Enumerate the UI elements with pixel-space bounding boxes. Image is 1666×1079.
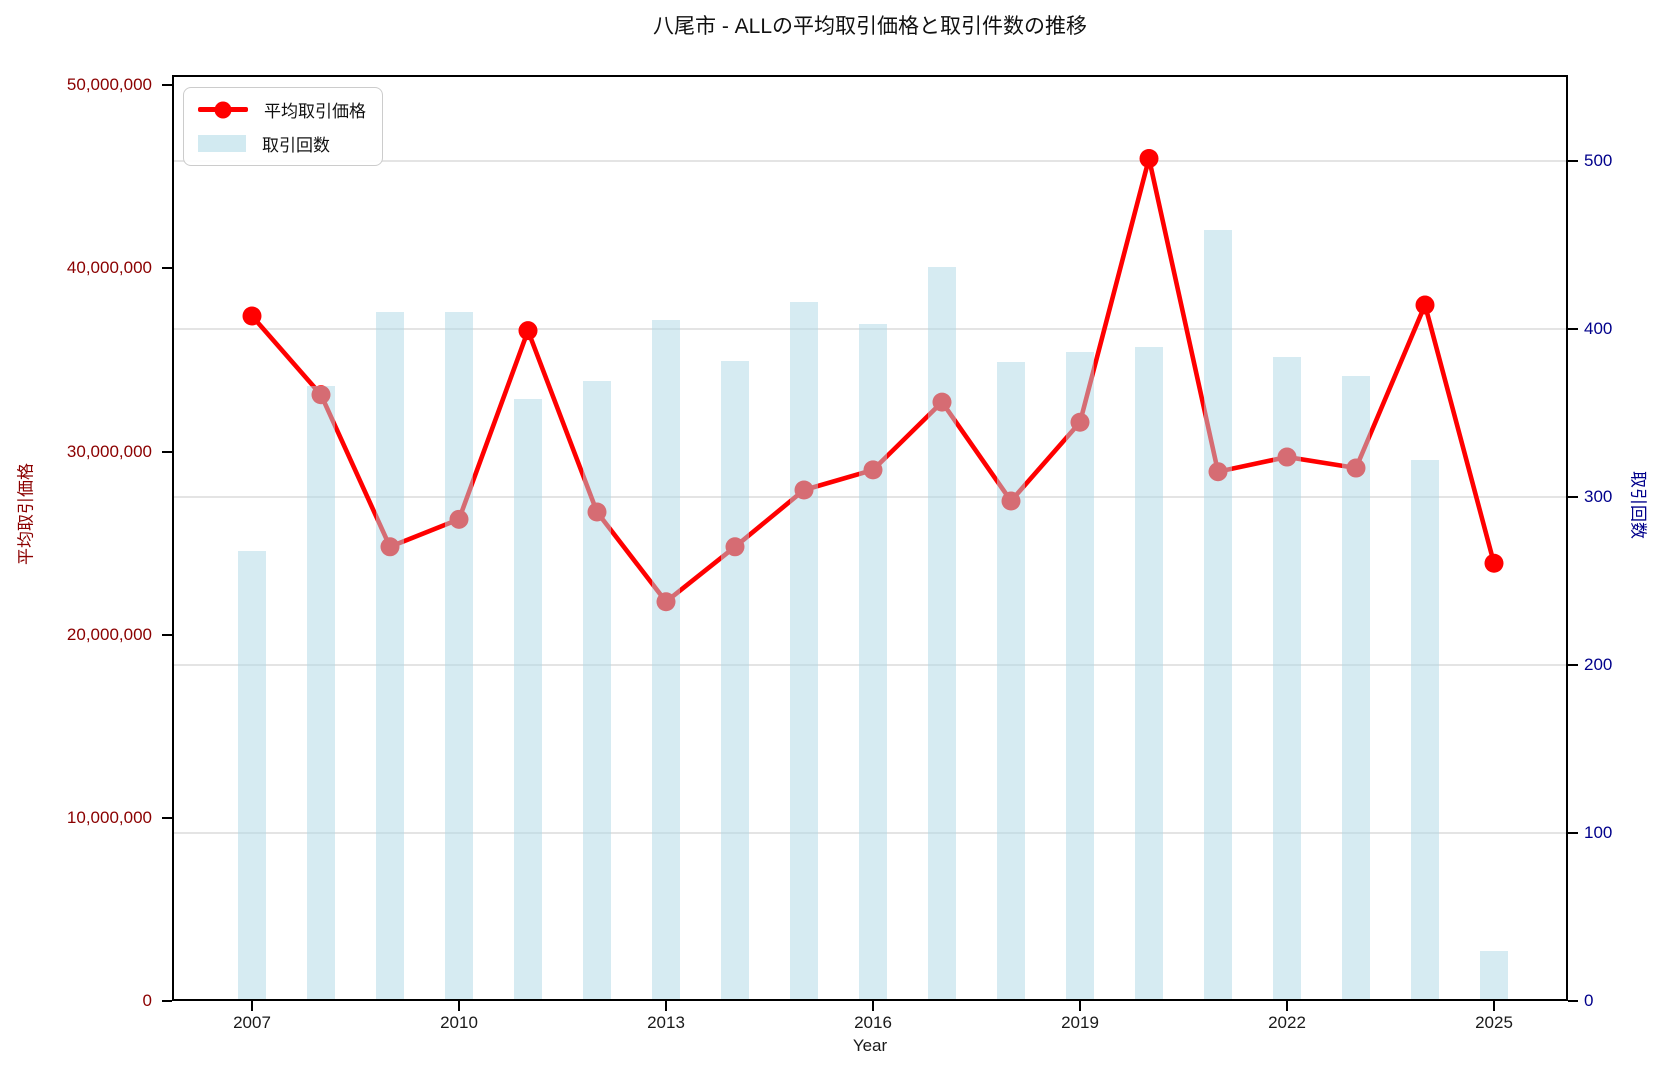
chart-title: 八尾市 - ALLの平均取引価格と取引件数の推移	[652, 15, 1088, 38]
x-tick	[458, 1001, 460, 1011]
legend: 平均取引価格 取引回数	[183, 87, 383, 166]
count-bar-2014	[721, 360, 749, 1001]
right-tick	[1568, 663, 1578, 666]
right-tick	[1568, 1000, 1578, 1002]
count-bar-2011	[514, 399, 542, 1001]
legend-label-count: 取引回数	[262, 136, 330, 155]
left-tick-label: 20,000,000	[66, 624, 152, 644]
left-tick-label: 30,000,000	[66, 441, 152, 461]
left-tick	[162, 267, 172, 270]
bar-swatch-icon	[198, 135, 246, 152]
legend-row-price: 平均取引価格	[198, 97, 366, 122]
x-tick-label: 2025	[1475, 1013, 1513, 1032]
left-tick-label: 0	[142, 991, 152, 1010]
left-tick	[162, 84, 172, 87]
price-point	[242, 306, 262, 326]
left-tick	[162, 1000, 172, 1002]
count-bar-2025	[1480, 950, 1508, 1001]
count-bar-2012	[583, 380, 611, 1001]
count-bar-2018	[997, 362, 1025, 1001]
left-tick-label: 10,000,000	[66, 807, 152, 827]
count-bar-2019	[1066, 352, 1094, 1001]
count-bar-2023	[1342, 375, 1370, 1001]
x-tick-label: 2010	[440, 1013, 478, 1032]
legend-label-price: 平均取引価格	[264, 102, 366, 121]
price-point	[518, 321, 538, 341]
price-point	[1139, 149, 1159, 169]
plot-area: 平均取引価格 取引回数	[172, 75, 1568, 1001]
x-tick-label: 2016	[854, 1013, 892, 1032]
left-axis-title: 平均取引価格	[16, 463, 36, 565]
count-bar-2017	[928, 266, 956, 1001]
legend-row-count: 取引回数	[198, 131, 366, 156]
right-tick	[1568, 831, 1578, 834]
right-tick	[1568, 327, 1578, 330]
right-tick	[1568, 495, 1578, 498]
right-tick-label: 500	[1584, 150, 1613, 170]
right-tick-label: 300	[1584, 486, 1613, 506]
count-bar-2013	[652, 320, 680, 1001]
right-tick-label: 100	[1584, 822, 1613, 842]
right-tick-label: 200	[1584, 654, 1613, 674]
left-tick-label: 40,000,000	[66, 258, 152, 278]
count-bar-2024	[1411, 459, 1439, 1001]
count-bar-2020	[1135, 347, 1163, 1001]
right-tick-label: 400	[1584, 318, 1613, 338]
right-axis-title: 取引回数	[1628, 471, 1648, 539]
left-tick-label: 50,000,000	[66, 75, 152, 95]
line-marker-icon	[198, 101, 248, 118]
x-tick	[1286, 1001, 1288, 1011]
x-tick-label: 2019	[1061, 1013, 1099, 1032]
left-tick	[162, 450, 172, 453]
count-bar-2015	[790, 301, 818, 1001]
count-bar-2007	[238, 550, 266, 1001]
x-axis-title: Year	[852, 1036, 888, 1055]
price-point	[1415, 295, 1435, 315]
circle-marker-icon	[214, 101, 232, 118]
count-bar-2021	[1204, 229, 1232, 1001]
x-tick-label: 2013	[647, 1013, 685, 1032]
x-tick	[1079, 1001, 1081, 1011]
gridline	[172, 159, 1568, 162]
count-bar-2010	[445, 311, 473, 1001]
count-bar-2022	[1273, 357, 1301, 1001]
x-tick	[872, 1001, 874, 1011]
count-bar-2008	[307, 385, 335, 1001]
count-bar-2009	[376, 311, 404, 1001]
count-bar-2016	[859, 323, 887, 1001]
x-tick	[665, 1001, 667, 1011]
x-tick-label: 2007	[233, 1013, 271, 1032]
left-tick	[162, 633, 172, 636]
price-point	[1484, 553, 1504, 573]
x-tick	[1493, 1001, 1495, 1011]
right-tick	[1568, 159, 1578, 162]
x-tick	[251, 1001, 253, 1011]
left-tick	[162, 816, 172, 819]
x-tick-label: 2022	[1268, 1013, 1306, 1032]
right-tick-label: 0	[1584, 991, 1594, 1010]
